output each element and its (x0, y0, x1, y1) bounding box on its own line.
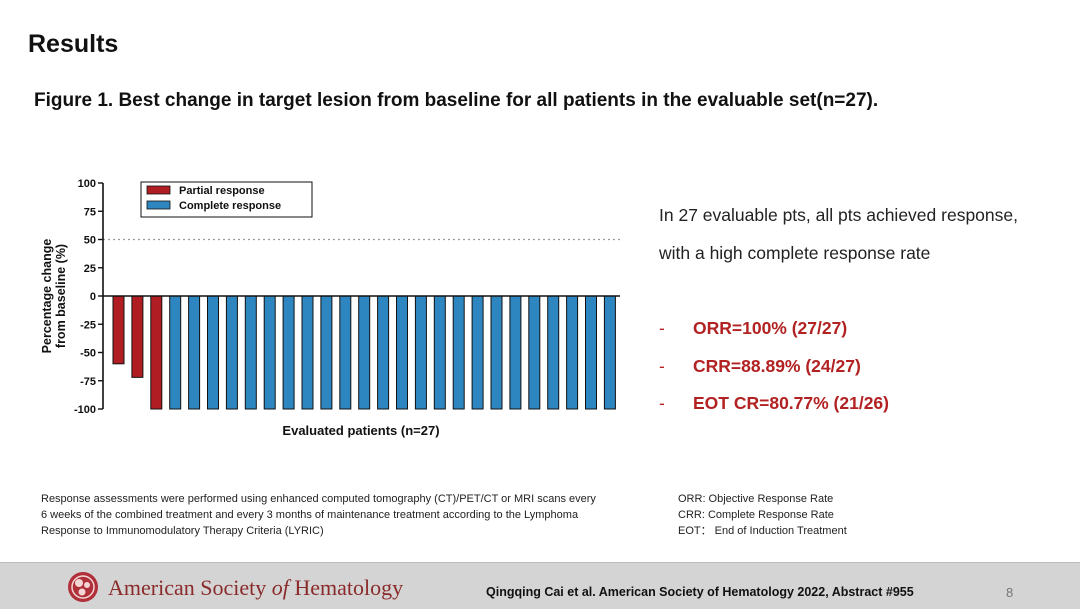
bar-complete-22 (509, 295, 522, 410)
legend-swatch (146, 200, 171, 210)
y-tick-label: 0 (90, 291, 96, 303)
bar-complete-5 (188, 295, 201, 410)
y-tick-label: 100 (78, 178, 96, 190)
bar-complete-12 (320, 295, 333, 410)
methods-footnote: Response assessments were performed usin… (41, 493, 596, 537)
bar-complete-15 (377, 295, 390, 410)
bar-complete-27 (603, 295, 616, 410)
legend-swatch (146, 185, 171, 195)
bullet-marker: - (659, 393, 665, 413)
bullet-orr: - ORR=100% (27/27) (659, 310, 889, 348)
bar-partial-3 (150, 295, 163, 410)
y-tick-label: -25 (80, 319, 96, 331)
orr-value: ORR=100% (27/27) (693, 318, 848, 338)
bullet-crr: - CRR=88.89% (24/27) (659, 348, 889, 386)
bar-complete-20 (471, 295, 484, 410)
crr-value: CRR=88.89% (24/27) (693, 355, 861, 376)
y-tick-label: 75 (84, 206, 96, 218)
figure-title: Figure 1. Best change in target lesion f… (34, 90, 879, 111)
abbr-orr: ORR: Objective Response Rate (678, 493, 834, 505)
org-name-part2: Hematology (288, 575, 404, 600)
bar-complete-23 (528, 295, 541, 410)
org-name: American Society of Hematology (108, 575, 403, 601)
bar-complete-25 (566, 295, 579, 410)
slide-title: Results (28, 30, 119, 58)
y-tick-label: 50 (84, 235, 96, 247)
legend-label: Partial response (179, 185, 265, 197)
bullet-marker: - (659, 318, 665, 338)
y-tick-label: -50 (80, 348, 96, 360)
bar-complete-9 (263, 295, 276, 410)
bar-complete-14 (358, 295, 371, 410)
y-tick-label: 25 (84, 263, 96, 275)
legend-label: Complete response (179, 200, 281, 212)
ash-logo-icon (68, 572, 98, 602)
bar-complete-21 (490, 295, 503, 410)
org-name-of: of (271, 575, 289, 600)
bar-complete-7 (225, 295, 238, 410)
bar-complete-24 (547, 295, 560, 410)
abbr-crr: CRR: Complete Response Rate (678, 509, 834, 521)
y-tick-label: -75 (80, 376, 96, 388)
eot-cr-value: EOT CR=80.77% (21/26) (693, 393, 889, 413)
citation: Qingqing Cai et al. American Society of … (486, 585, 914, 599)
y-axis-label: Percentage changefrom baseline (%) (40, 239, 68, 354)
bar-complete-16 (396, 295, 408, 410)
bar-complete-18 (433, 295, 446, 410)
bar-complete-4 (169, 295, 182, 410)
y-axis-label-line: from baseline (%) (54, 244, 68, 348)
summary-text: In 27 evaluable pts, all pts achieved re… (659, 205, 1018, 263)
waterfall-chart: 100 75 50 25 0 -25 -50 -75 -100 Percentage change… (40, 178, 620, 438)
footer-bar: American Society of Hematology Qingqing … (0, 562, 1080, 609)
bar-complete-11 (301, 295, 314, 410)
bar-partial-1 (112, 295, 125, 365)
x-axis-label: Evaluated patients (n=27) (282, 423, 439, 438)
y-axis-label-line: Percentage change (40, 239, 54, 354)
bar-complete-26 (585, 295, 597, 410)
bullet-marker: - (659, 355, 665, 376)
bar-complete-10 (282, 295, 295, 410)
bar-complete-8 (244, 295, 257, 410)
summary-bullets: - ORR=100% (27/27) - CRR=88.89% (24/27) - E… (659, 310, 889, 423)
bar-complete-13 (339, 295, 352, 410)
abbreviations: ORR: Objective Response Rate CRR: Comple… (678, 491, 847, 539)
bar-complete-17 (414, 295, 427, 410)
bullet-eot-cr: - EOT CR=80.77% (21/26) (659, 385, 889, 423)
bar-complete-6 (207, 295, 219, 410)
org-name-part1: American Society (108, 575, 272, 600)
bar-complete-19 (452, 295, 465, 410)
abbr-eot: EOT： End of Induction Treatment (678, 525, 847, 537)
y-tick-label: -100 (74, 404, 96, 416)
page-number: 8 (1006, 585, 1014, 600)
bar-partial-2 (131, 295, 144, 378)
